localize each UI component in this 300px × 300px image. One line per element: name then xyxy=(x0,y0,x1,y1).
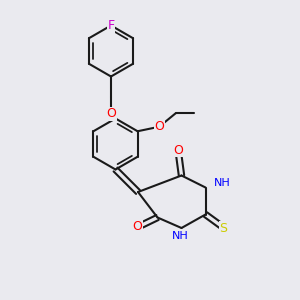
Text: NH: NH xyxy=(172,231,188,242)
Text: NH: NH xyxy=(214,178,231,188)
Text: F: F xyxy=(107,19,115,32)
Text: O: O xyxy=(133,220,142,233)
Text: O: O xyxy=(174,143,183,157)
Text: S: S xyxy=(220,221,227,235)
Text: O: O xyxy=(154,120,164,133)
Text: O: O xyxy=(106,107,116,121)
